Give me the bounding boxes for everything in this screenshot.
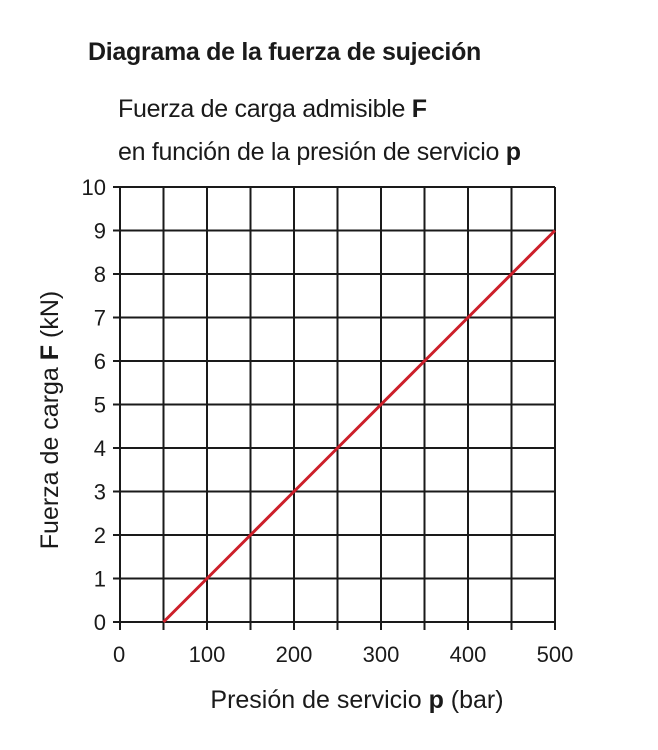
y-tick-label: 4 bbox=[94, 436, 106, 461]
series-line bbox=[162, 229, 557, 624]
chart-subtitle-line-2: en función de la presión de servicio p bbox=[118, 138, 521, 167]
y-tick-labels: 0 1 2 3 4 5 6 7 8 9 10 bbox=[82, 175, 106, 635]
y-tick-label: 2 bbox=[94, 523, 106, 548]
series-layer bbox=[162, 229, 557, 624]
y-axis-label: Fuerza de carga F (kN) bbox=[36, 291, 64, 549]
subtitle-line-2-text: en función de la presión de servicio bbox=[118, 138, 506, 166]
grid bbox=[113, 186, 556, 630]
y-tick-label: 10 bbox=[82, 175, 106, 200]
y-axis-label-symbol: F bbox=[36, 345, 64, 360]
y-axis-label-unit: (kN) bbox=[36, 291, 64, 345]
x-tick-label: 200 bbox=[276, 642, 313, 667]
y-tick-label: 1 bbox=[94, 567, 106, 592]
chart-title: Diagrama de la fuerza de sujeción bbox=[88, 38, 482, 66]
y-tick-label: 8 bbox=[94, 262, 106, 287]
y-tick-label: 9 bbox=[94, 219, 106, 244]
x-axis-label-symbol: p bbox=[429, 686, 444, 714]
subtitle-line-1-symbol: F bbox=[411, 95, 427, 123]
y-axis-label-text: Fuerza de carga bbox=[36, 360, 64, 549]
x-tick-labels: 0 100 200 300 400 500 bbox=[113, 642, 573, 667]
y-tick-label: 3 bbox=[94, 480, 106, 505]
x-tick-label: 400 bbox=[450, 642, 487, 667]
y-tick-label: 6 bbox=[94, 349, 106, 374]
x-tick-label: 500 bbox=[537, 642, 574, 667]
x-axis-label-text: Presión de servicio bbox=[210, 686, 428, 714]
subtitle-line-1-text: Fuerza de carga admisible bbox=[118, 95, 412, 123]
y-tick-label: 0 bbox=[94, 610, 106, 635]
y-tick-label: 7 bbox=[94, 306, 106, 331]
y-tick-label: 5 bbox=[94, 393, 106, 418]
x-axis-label-unit: (bar) bbox=[444, 686, 504, 714]
x-tick-label: 100 bbox=[189, 642, 226, 667]
x-tick-label: 300 bbox=[363, 642, 400, 667]
x-tick-label: 0 bbox=[113, 642, 125, 667]
chart-subtitle-line-1: Fuerza de carga admisible F bbox=[118, 95, 427, 124]
x-axis-label: Presión de servicio p (bar) bbox=[210, 686, 503, 714]
subtitle-line-2-symbol: p bbox=[505, 138, 521, 166]
